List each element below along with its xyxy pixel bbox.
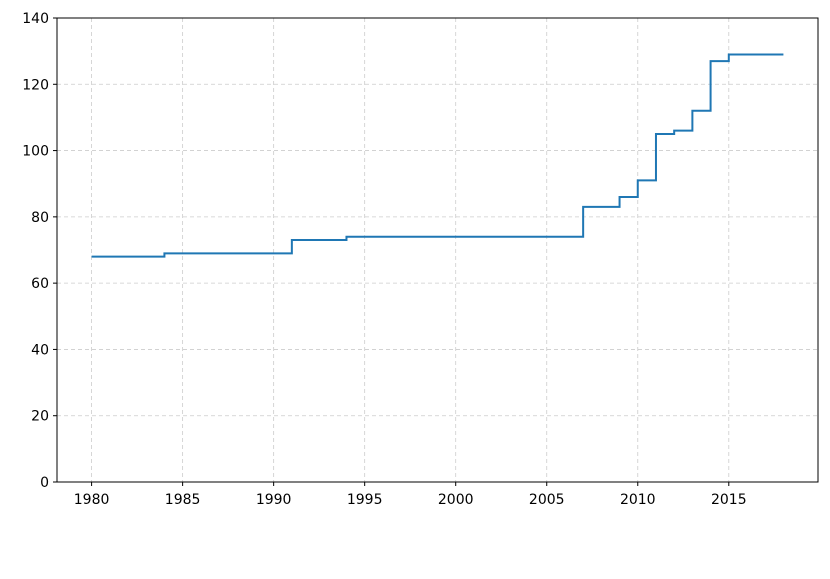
series-line <box>91 53 784 258</box>
x-tick-label: 1985 <box>165 492 201 508</box>
x-tick-label: 2015 <box>711 492 747 508</box>
y-tick-label: 140 <box>22 11 49 27</box>
y-tick-label: 80 <box>31 210 49 226</box>
marks <box>91 53 784 258</box>
x-tick-label: 2005 <box>529 492 565 508</box>
x-tick-label: 1990 <box>256 492 292 508</box>
ticks: 0 20 40 60 80 100 120 140 1980 1985 1990 1995 2000 20… <box>22 11 746 508</box>
plot-frame <box>56 17 819 483</box>
x-tick-label: 1995 <box>347 492 383 508</box>
x-tick-label: 1980 <box>74 492 110 508</box>
y-tick-label: 40 <box>31 342 49 358</box>
y-tick-label: 20 <box>31 409 49 425</box>
grid <box>57 17 818 483</box>
x-tick-label: 2000 <box>438 492 474 508</box>
x-tick-label: 2010 <box>620 492 656 508</box>
y-tick-label: 120 <box>22 77 49 93</box>
y-tick-label: 0 <box>40 475 49 491</box>
y-tick-label: 60 <box>31 276 49 292</box>
y-tick-label: 100 <box>22 144 49 160</box>
